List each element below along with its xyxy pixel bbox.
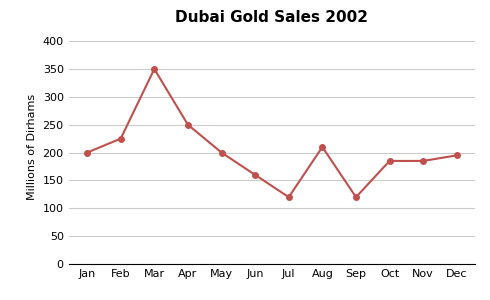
Y-axis label: Millions of Dirhams: Millions of Dirhams (27, 94, 37, 200)
Title: Dubai Gold Sales 2002: Dubai Gold Sales 2002 (175, 10, 368, 25)
